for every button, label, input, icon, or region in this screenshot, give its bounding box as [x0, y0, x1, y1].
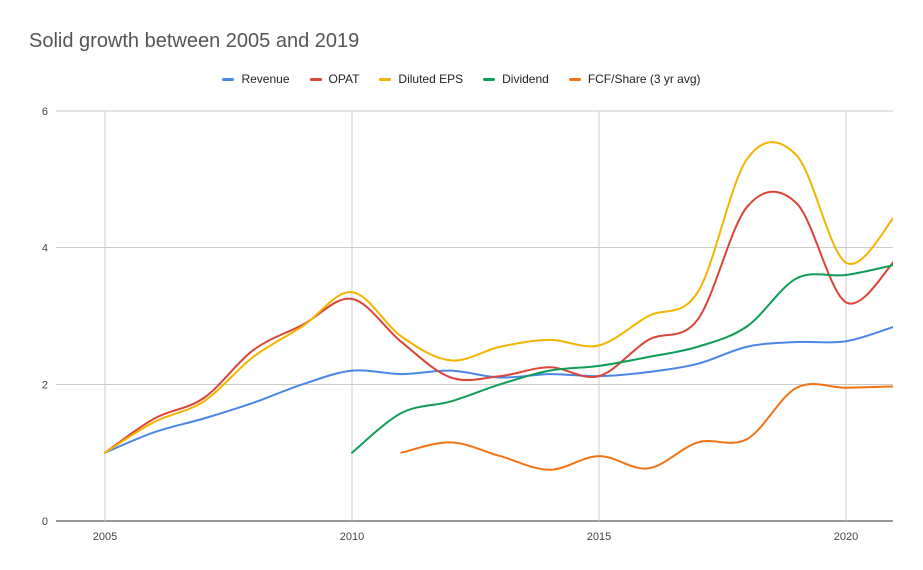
- chart-legend: Revenue OPAT Diluted EPS Dividend FCF/Sh…: [0, 70, 923, 88]
- series-line-revenue: [104, 325, 893, 454]
- x-tick-label-2005: 2005: [93, 531, 117, 543]
- legend-label-dividend: Dividend: [502, 72, 549, 86]
- legend-item-dividend[interactable]: Dividend: [483, 72, 549, 86]
- x-tick-label-2010: 2010: [340, 531, 364, 543]
- legend-item-diluted-eps[interactable]: Diluted EPS: [379, 72, 463, 86]
- series-line-dividend: [351, 264, 893, 454]
- legend-label-diluted-eps: Diluted EPS: [398, 72, 464, 86]
- legend-item-opat[interactable]: OPAT: [309, 72, 360, 86]
- legend-swatch-diluted-eps: [379, 77, 392, 81]
- y-tick-label-6: 6: [42, 106, 48, 118]
- chart-title: Solid growth between 2005 and 2019: [29, 30, 360, 52]
- x-tick-label-2015: 2015: [587, 531, 611, 543]
- x-tick-label-2020: 2020: [834, 531, 858, 543]
- legend-swatch-dividend: [483, 77, 496, 81]
- series-line-diluted-eps: [104, 141, 893, 454]
- series-line-fcf-share-3-yr-avg: [400, 383, 893, 471]
- legend-label-revenue: Revenue: [241, 72, 290, 86]
- y-tick-label-2: 2: [42, 379, 48, 391]
- series-line-opat: [104, 190, 893, 454]
- legend-swatch-opat: [309, 77, 322, 81]
- y-tick-label-0: 0: [42, 516, 48, 528]
- y-tick-label-4: 4: [42, 243, 48, 255]
- legend-label-opat: OPAT: [328, 72, 360, 86]
- legend-item-revenue[interactable]: Revenue: [222, 72, 290, 86]
- legend-swatch-fcf-share: [568, 77, 581, 81]
- legend-item-fcf-share[interactable]: FCF/Share (3 yr avg): [568, 72, 701, 86]
- legend-label-fcf-share: FCF/Share (3 yr avg): [587, 72, 701, 86]
- legend-swatch-revenue: [222, 77, 235, 81]
